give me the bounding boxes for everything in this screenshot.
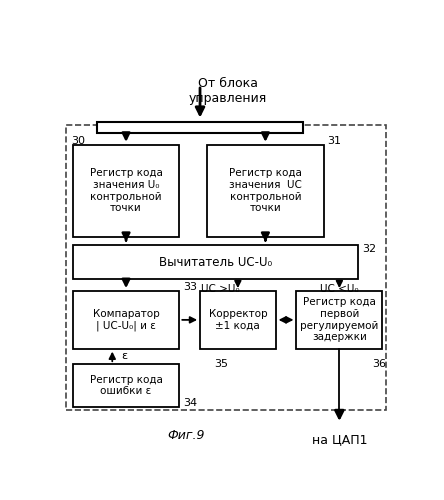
Text: Регистр кода
значения  UС
контрольной
точки: Регистр кода значения UС контрольной точ… [229, 168, 302, 214]
Text: ε: ε [121, 352, 127, 362]
Bar [207, 144, 324, 237]
Text: 36: 36 [372, 359, 386, 369]
Bar [66, 126, 386, 410]
Bar [73, 144, 179, 237]
Text: Компаратор
| UС-U₀| и ε: Компаратор | UС-U₀| и ε [93, 309, 159, 331]
Text: Регистр кода
первой
регулируемой
задержки: Регистр кода первой регулируемой задержк… [300, 298, 379, 343]
Text: UС >U₀: UС >U₀ [202, 284, 240, 294]
Bar [73, 245, 358, 280]
Text: 33: 33 [183, 282, 197, 292]
Text: 35: 35 [214, 359, 228, 369]
Bar [97, 122, 303, 133]
Bar [73, 291, 179, 349]
Text: Фиг.9: Фиг.9 [167, 429, 205, 442]
Bar [297, 291, 382, 349]
Text: От блока
управления: От блока управления [188, 78, 267, 106]
Bar [200, 291, 276, 349]
Text: 31: 31 [327, 136, 341, 146]
Text: Регистр кода
значения U₀
контрольной
точки: Регистр кода значения U₀ контрольной точ… [90, 168, 163, 214]
Bar [73, 364, 179, 406]
Text: Корректор
±1 кода: Корректор ±1 кода [209, 309, 267, 330]
Text: 32: 32 [362, 244, 376, 254]
Text: 34: 34 [183, 398, 197, 407]
Text: UС <U₀: UС <U₀ [320, 284, 359, 294]
Text: 30: 30 [71, 136, 85, 146]
Text: Регистр кода
ошибки ε: Регистр кода ошибки ε [90, 374, 163, 396]
Text: на ЦАП1: на ЦАП1 [312, 432, 367, 446]
Text: Вычитатель UС-U₀: Вычитатель UС-U₀ [159, 256, 272, 268]
